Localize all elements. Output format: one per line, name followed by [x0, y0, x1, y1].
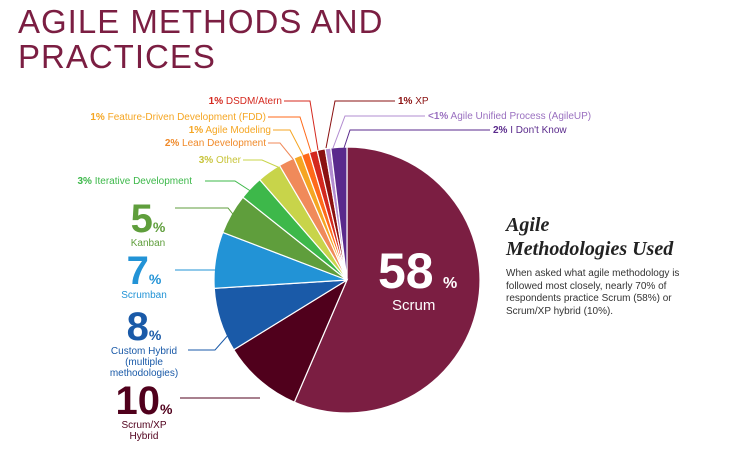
label-modeling: 1% Agile Modeling [189, 125, 271, 136]
label-scrumban-value: 7 [126, 249, 149, 293]
label-scrum-value: 58 [378, 243, 434, 299]
label-fdd: 1% Feature-Driven Development (FDD) [90, 112, 266, 123]
label-scrumban: 7% Scrumban [112, 249, 176, 301]
leader-line-idk [343, 129, 490, 149]
leader-line-dsdm [284, 100, 319, 151]
label-custom: 8% Custom Hybrid (multiple methodologies… [109, 305, 179, 379]
leader-line-modeling [273, 129, 304, 156]
label-idk: 2% I Don't Know [493, 125, 567, 136]
leader-line-iterative [205, 180, 253, 193]
leader-lines [175, 100, 490, 399]
label-kanban-name: Kanban [130, 238, 166, 249]
label-dsdm: 1% DSDM/Atern [209, 96, 282, 107]
sidebar-body: When asked what agile methodology is fol… [506, 268, 680, 317]
label-kanban: 5% Kanban [118, 197, 178, 249]
label-scrumxp-value: 10 [115, 379, 161, 423]
leader-line-aup [332, 115, 425, 149]
leader-line-kanban [175, 207, 237, 219]
label-xp: 1% XP [398, 96, 429, 107]
label-kanban-value: 5 [130, 197, 153, 241]
label-other: 3% Other [199, 155, 242, 166]
page-title: AGILE METHODS AND PRACTICES [18, 3, 384, 75]
leader-line-fdd [268, 116, 312, 153]
label-scrum-pct: % [443, 275, 458, 292]
pie-slice-scrum-xp-hybrid [232, 278, 349, 403]
label-scrumxp: 10% Scrum/XP Hybrid [115, 379, 173, 442]
pie-slice-i-don-t-know [330, 146, 348, 281]
pie-slice-scrum [293, 146, 481, 414]
leader-line-xp [325, 100, 395, 149]
label-iterative: 3% Iterative Development [77, 176, 192, 187]
label-lean: 2% Lean Development [165, 138, 266, 149]
leader-line-other [243, 159, 279, 168]
label-aup: <1% Agile Unified Process (AgileUP) [428, 111, 591, 122]
leader-line-custom [188, 332, 231, 351]
sidebar-heading: Agile Methodologies Used [506, 214, 674, 260]
pie-slices [213, 146, 481, 414]
label-custom-value: 8 [126, 305, 149, 349]
label-scrum-name: Scrum [392, 297, 436, 314]
label-scrumban-name: Scrumban [121, 290, 167, 301]
leader-line-lean [268, 142, 294, 160]
